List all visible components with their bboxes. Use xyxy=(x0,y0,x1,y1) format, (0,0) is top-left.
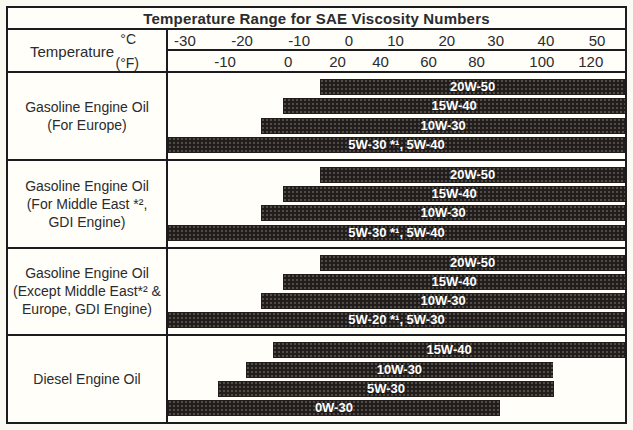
fahrenheit-tick: 100 xyxy=(529,53,554,70)
section-bars: 15W-40 10W-30 5W-30 0W-30 xyxy=(168,336,625,422)
bar-row: 15W-40 xyxy=(168,274,625,290)
bar-row: 5W-30 *¹, 5W-40 xyxy=(168,225,625,241)
bar-row: 15W-40 xyxy=(168,342,625,358)
bar-row: 10W-30 xyxy=(168,205,625,221)
celsius-tick-row: -30 -20 -10 0 10 20 30 40 50 xyxy=(168,30,625,51)
bar-row: 5W-30 xyxy=(168,381,625,397)
viscosity-bar: 15W-40 xyxy=(283,98,625,114)
fahrenheit-tick: 80 xyxy=(468,53,485,70)
section-label: Gasoline Engine Oil(Except Middle East*²… xyxy=(8,249,168,335)
viscosity-bar: 15W-40 xyxy=(283,274,625,290)
section-bars: 20W-50 15W-40 10W-30 5W-30 *¹, 5W-40 xyxy=(168,73,625,159)
bar-row: 10W-30 xyxy=(168,293,625,309)
page-title: Temperature Range for SAE Viscosity Numb… xyxy=(8,8,625,30)
bar-row: 20W-50 xyxy=(168,255,625,271)
bar-row: 20W-50 xyxy=(168,79,625,95)
fahrenheit-tick-row: -10 0 20 40 60 80 100 120 xyxy=(168,51,625,71)
viscosity-bar: 5W-30 xyxy=(218,381,553,397)
celsius-tick: -20 xyxy=(231,31,253,48)
viscosity-bar: 10W-30 xyxy=(261,118,625,134)
viscosity-bar: 5W-30 *¹, 5W-40 xyxy=(168,225,625,241)
bar-row: 0W-30 xyxy=(168,400,625,416)
celsius-unit-label: °C xyxy=(120,31,136,47)
celsius-tick: 20 xyxy=(438,31,455,48)
fahrenheit-tick: 20 xyxy=(329,53,346,70)
bar-row: 20W-50 xyxy=(168,167,625,183)
section-label-line: Gasoline Engine Oil xyxy=(25,264,149,282)
temperature-label: Temperature xyxy=(30,42,114,59)
fahrenheit-tick: 120 xyxy=(578,53,603,70)
viscosity-bar: 10W-30 xyxy=(246,362,553,378)
celsius-tick: 0 xyxy=(345,31,353,48)
viscosity-bar: 5W-30 *¹, 5W-40 xyxy=(168,137,625,153)
bar-row: 5W-30 *¹, 5W-40 xyxy=(168,137,625,153)
bar-row: 15W-40 xyxy=(168,186,625,202)
celsius-tick: -10 xyxy=(288,31,310,48)
viscosity-bar: 20W-50 xyxy=(320,167,625,183)
bar-row: 15W-40 xyxy=(168,98,625,114)
section-row: Diesel Engine Oil 15W-40 10W-30 5W-30 0W-30 xyxy=(8,334,625,422)
bar-row: 10W-30 xyxy=(168,118,625,134)
section-label-line: Diesel Engine Oil xyxy=(33,370,140,388)
bar-row: 5W-20 *¹, 5W-30 xyxy=(168,312,625,328)
section-label-line: (For Europe) xyxy=(47,116,126,134)
fahrenheit-tick: 60 xyxy=(420,53,437,70)
temperature-scale-cell: -30 -20 -10 0 10 20 30 40 50 -10 0 20 40 60 80 100 120 xyxy=(168,30,625,71)
section-label: Gasoline Engine Oil(For Europe) xyxy=(8,73,168,159)
celsius-tick: 40 xyxy=(538,31,555,48)
bar-row: 10W-30 xyxy=(168,362,625,378)
viscosity-bar: 0W-30 xyxy=(168,400,500,416)
temperature-header-cell: Temperature °C (°F) xyxy=(8,30,168,71)
section-label-line: (Except Middle East*² & xyxy=(13,282,161,300)
section-label: Gasoline Engine Oil(For Middle East *²,G… xyxy=(8,161,168,247)
section-label-line: Europe, GDI Engine) xyxy=(22,300,152,318)
fahrenheit-tick: 0 xyxy=(284,53,292,70)
viscosity-bar: 10W-30 xyxy=(261,205,625,221)
viscosity-bar: 5W-20 *¹, 5W-30 xyxy=(168,312,625,328)
fahrenheit-tick: 40 xyxy=(372,53,389,70)
viscosity-bar: 15W-40 xyxy=(283,186,625,202)
viscosity-chart-table: Temperature Range for SAE Viscosity Numb… xyxy=(6,6,627,424)
viscosity-bar: 20W-50 xyxy=(320,79,625,95)
celsius-tick: 10 xyxy=(387,31,404,48)
section-row: Gasoline Engine Oil(Except Middle East*²… xyxy=(8,247,625,335)
celsius-tick: 50 xyxy=(589,31,606,48)
section-label: Diesel Engine Oil xyxy=(8,336,168,422)
section-label-line: Gasoline Engine Oil xyxy=(25,177,149,195)
viscosity-bar: 20W-50 xyxy=(320,255,625,271)
section-label-line: Gasoline Engine Oil xyxy=(25,98,149,116)
fahrenheit-tick: -10 xyxy=(214,53,236,70)
section-label-line: (For Middle East *², xyxy=(27,195,148,213)
celsius-tick: -30 xyxy=(174,31,196,48)
section-bars: 20W-50 15W-40 10W-30 5W-20 *¹, 5W-30 xyxy=(168,249,625,335)
section-row: Gasoline Engine Oil(For Middle East *²,G… xyxy=(8,159,625,247)
section-row: Gasoline Engine Oil(For Europe) 20W-50 15W… xyxy=(8,73,625,159)
temperature-scale-header: Temperature °C (°F) -30 -20 -10 0 10 20 30 40 50… xyxy=(8,30,625,73)
fahrenheit-unit-label: (°F) xyxy=(116,55,139,71)
section-label-line: GDI Engine) xyxy=(48,213,125,231)
section-bars: 20W-50 15W-40 10W-30 5W-30 *¹, 5W-40 xyxy=(168,161,625,247)
viscosity-bar: 10W-30 xyxy=(261,293,625,309)
viscosity-bar: 15W-40 xyxy=(273,342,625,358)
celsius-tick: 30 xyxy=(487,31,504,48)
sections: Gasoline Engine Oil(For Europe)20W-5015W… xyxy=(8,73,625,422)
